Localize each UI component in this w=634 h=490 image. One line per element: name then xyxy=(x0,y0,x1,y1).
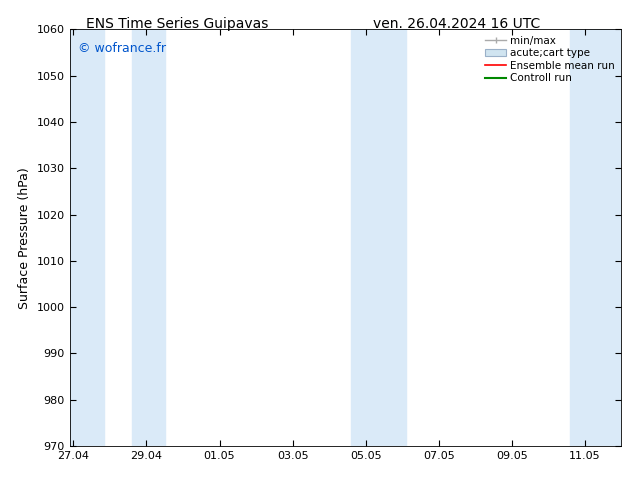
Bar xyxy=(570,29,621,446)
Bar xyxy=(132,29,165,446)
Legend: min/max, acute;cart type, Ensemble mean run, Controll run: min/max, acute;cart type, Ensemble mean … xyxy=(481,31,619,88)
Text: ENS Time Series Guipavas: ENS Time Series Guipavas xyxy=(86,17,269,31)
Bar xyxy=(70,29,105,446)
Text: © wofrance.fr: © wofrance.fr xyxy=(78,42,166,55)
Text: ven. 26.04.2024 16 UTC: ven. 26.04.2024 16 UTC xyxy=(373,17,540,31)
Bar xyxy=(351,29,406,446)
Y-axis label: Surface Pressure (hPa): Surface Pressure (hPa) xyxy=(18,167,31,309)
